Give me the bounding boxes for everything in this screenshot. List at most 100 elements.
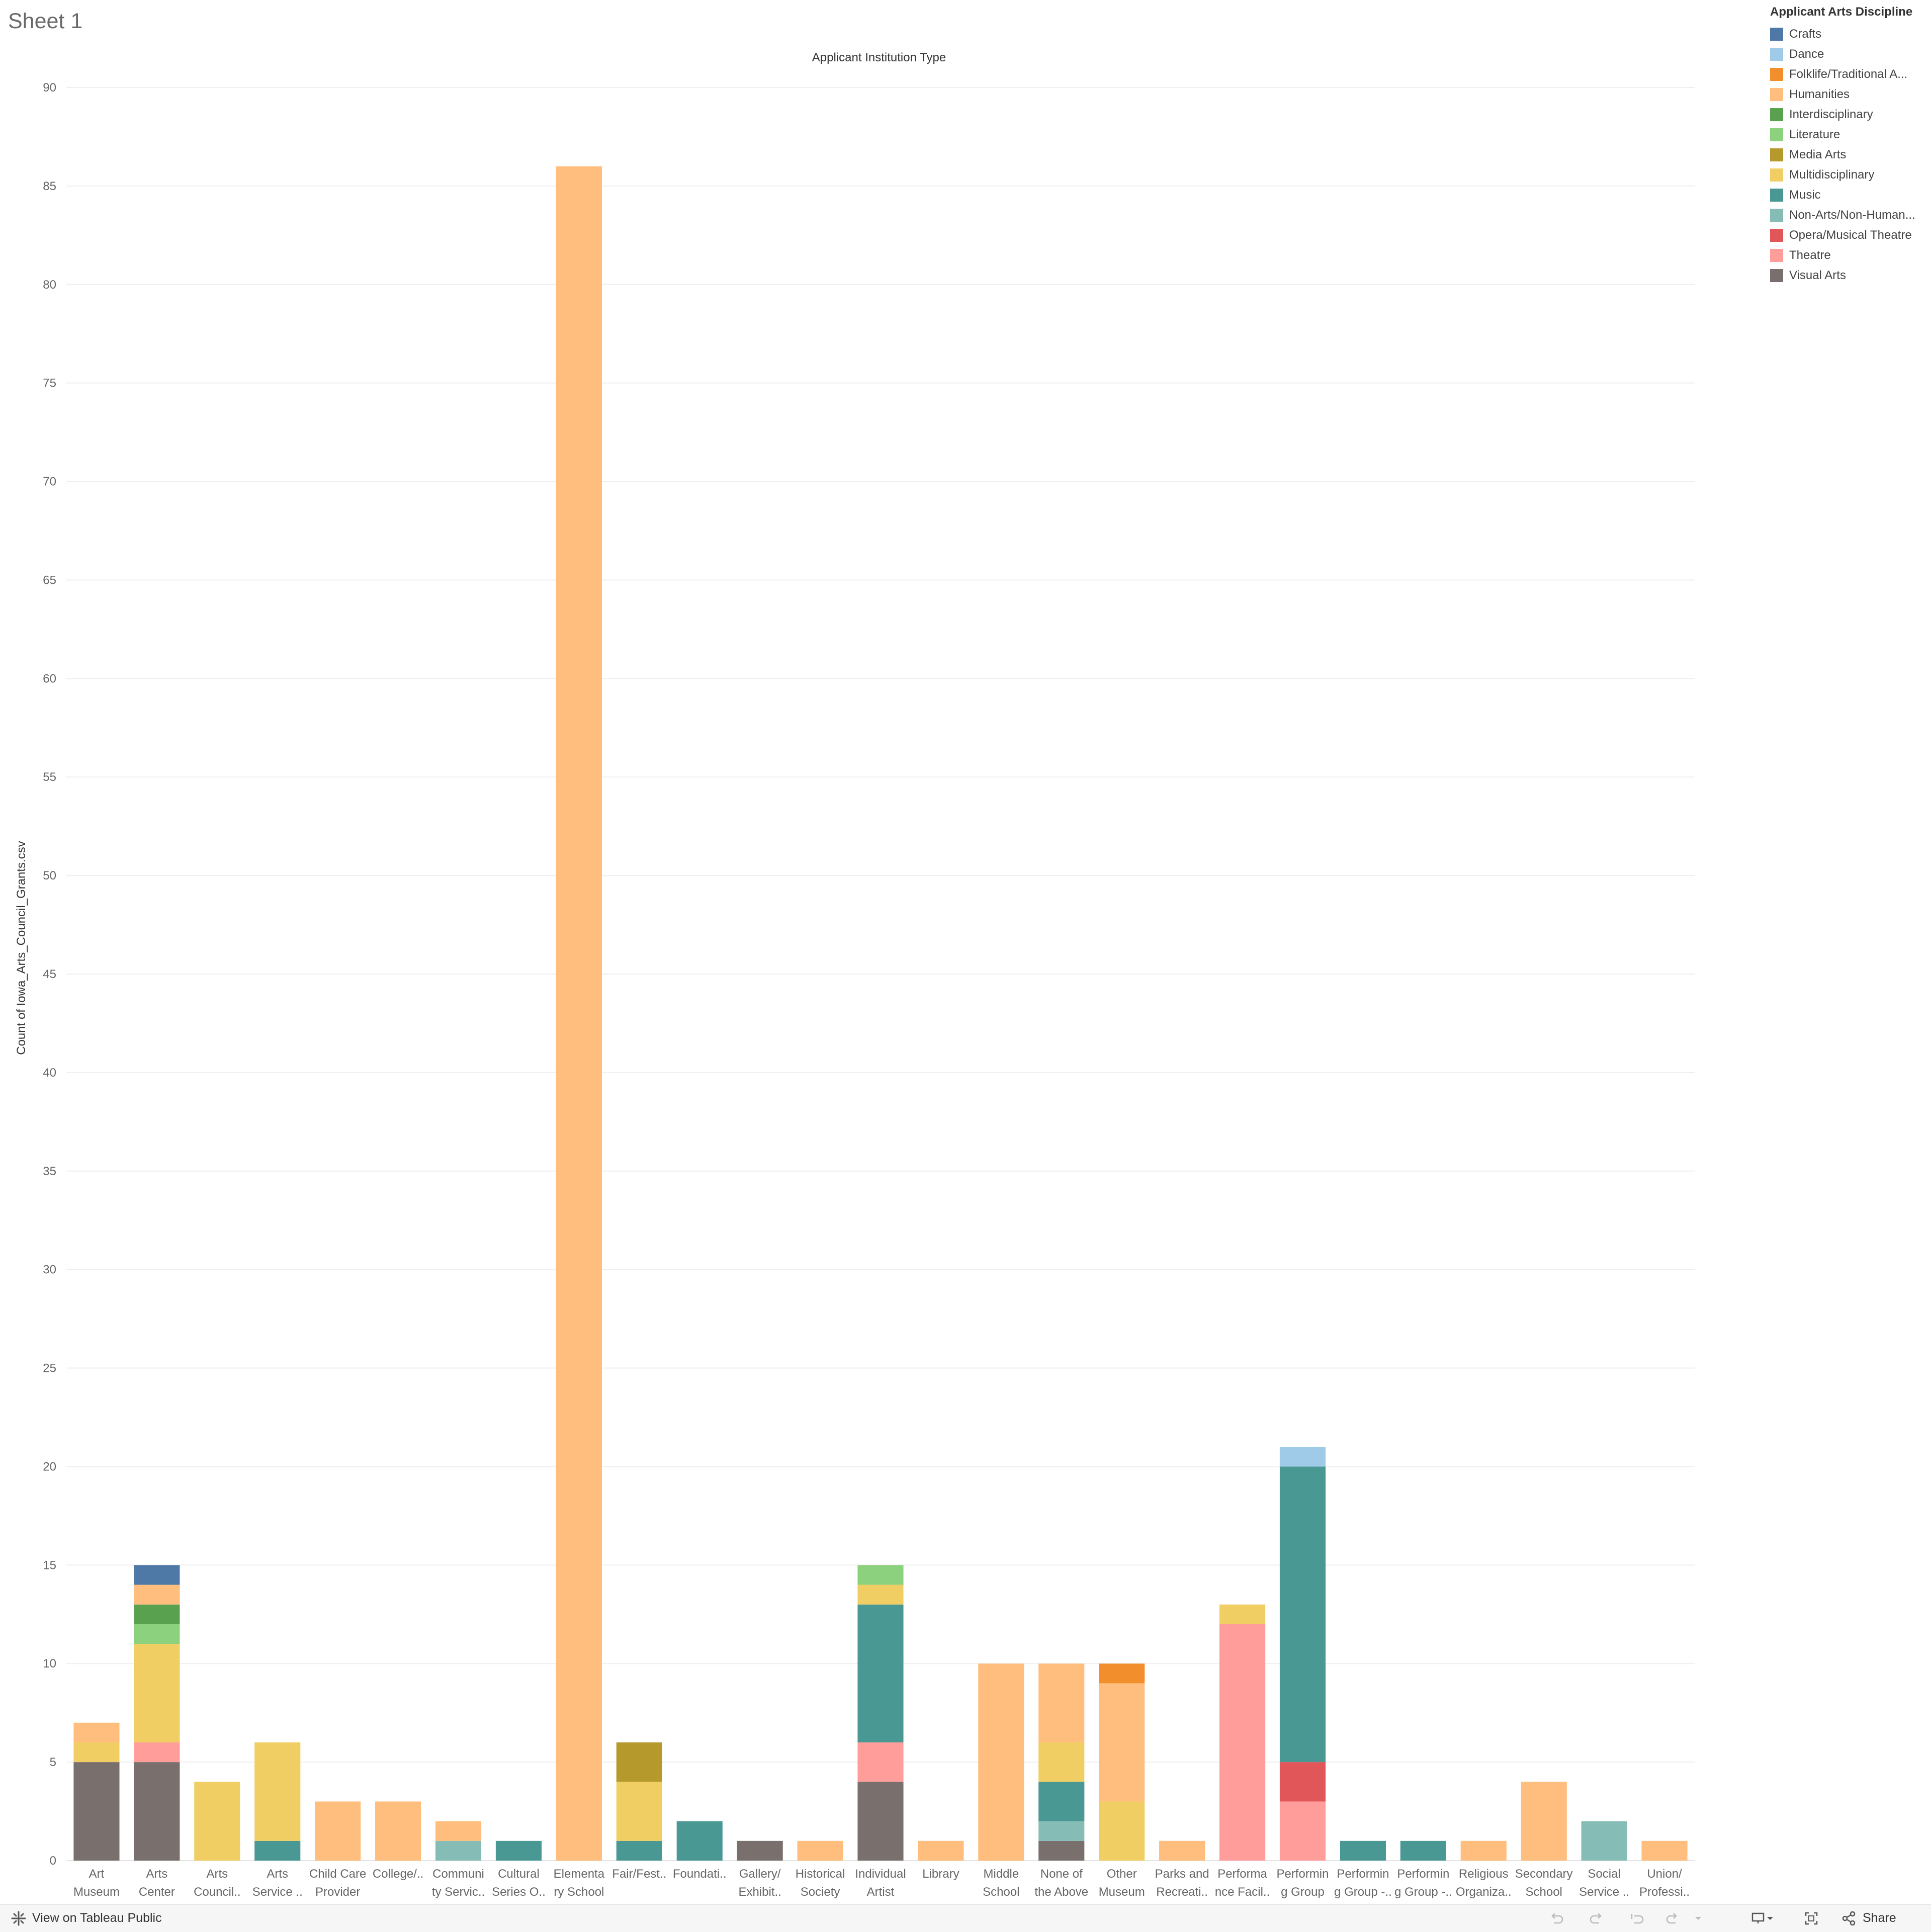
bar-segment[interactable]	[857, 1604, 904, 1742]
bar-segment[interactable]	[1038, 1663, 1085, 1742]
bar-segment[interactable]	[1581, 1821, 1627, 1861]
y-tick-label: 55	[43, 770, 56, 784]
y-tick-label: 35	[43, 1165, 56, 1178]
redo-icon[interactable]	[1588, 1910, 1605, 1927]
y-tick-label: 40	[43, 1066, 56, 1080]
y-tick-label: 50	[43, 869, 56, 883]
legend-item[interactable]: Non-Arts/Non-Human...	[1770, 205, 1926, 225]
undo-icon[interactable]	[1548, 1910, 1565, 1927]
x-tick-label: Center	[139, 1885, 175, 1899]
bar-segment[interactable]	[556, 166, 602, 1861]
legend-swatch	[1770, 48, 1783, 61]
bar-segment[interactable]	[375, 1801, 421, 1861]
x-tick-label: School	[983, 1885, 1019, 1899]
legend-item[interactable]: Multidisciplinary	[1770, 165, 1926, 185]
legend-swatch	[1770, 128, 1783, 141]
bar-segment[interactable]	[134, 1742, 180, 1763]
fullscreen-icon[interactable]	[1803, 1910, 1820, 1927]
legend-item[interactable]: Humanities	[1770, 84, 1926, 105]
bar-segment[interactable]	[73, 1742, 120, 1763]
bar-segment[interactable]	[1460, 1840, 1507, 1861]
bar-segment[interactable]	[1279, 1447, 1326, 1467]
refresh-icon[interactable]	[1664, 1910, 1682, 1927]
bar-segment[interactable]	[1521, 1782, 1567, 1861]
legend-item[interactable]: Visual Arts	[1770, 266, 1926, 286]
share-icon[interactable]	[1840, 1910, 1858, 1927]
bar-segment[interactable]	[737, 1840, 783, 1861]
share-button[interactable]: Share	[1863, 1911, 1896, 1925]
x-tick-label: Foundati..	[673, 1867, 727, 1881]
legend-label: Multidisciplinary	[1789, 168, 1875, 182]
legend-swatch	[1770, 229, 1783, 242]
x-tick-label: g Group -..	[1334, 1885, 1392, 1899]
bar-segment[interactable]	[1279, 1466, 1326, 1763]
x-tick-label: Performa	[1217, 1867, 1267, 1881]
bar-segment[interactable]	[1099, 1663, 1145, 1684]
bar-segment[interactable]	[1038, 1840, 1085, 1861]
bar-segment[interactable]	[616, 1742, 662, 1782]
bar-segment[interactable]	[134, 1624, 180, 1644]
bar-segment[interactable]	[616, 1840, 662, 1861]
legend-item[interactable]: Dance	[1770, 44, 1926, 64]
bar-segment[interactable]	[918, 1840, 964, 1861]
bar-segment[interactable]	[857, 1585, 904, 1605]
bar-segment[interactable]	[134, 1565, 180, 1585]
legend-label: Theatre	[1789, 248, 1831, 262]
bar-segment[interactable]	[134, 1644, 180, 1742]
legend-label: Media Arts	[1789, 148, 1847, 161]
x-tick-label: Other	[1107, 1867, 1137, 1881]
bar-segment[interactable]	[1159, 1840, 1205, 1861]
x-tick-label: Individual	[855, 1867, 906, 1881]
bar-segment[interactable]	[435, 1840, 482, 1861]
bar-segment[interactable]	[73, 1722, 120, 1742]
bar-segment[interactable]	[315, 1801, 361, 1861]
bar-segment[interactable]	[1279, 1762, 1326, 1802]
legend-item[interactable]: Crafts	[1770, 24, 1926, 44]
x-tick-label: Historical	[796, 1867, 845, 1881]
legend-item[interactable]: Interdisciplinary	[1770, 105, 1926, 125]
view-on-tableau-link[interactable]: View on Tableau Public	[32, 1911, 162, 1925]
bar-segment[interactable]	[134, 1762, 180, 1861]
bar-segment[interactable]	[1219, 1604, 1266, 1624]
bar-segment[interactable]	[435, 1821, 482, 1841]
bar-segment[interactable]	[978, 1663, 1024, 1861]
bar-segment[interactable]	[134, 1604, 180, 1624]
bar-segment[interactable]	[676, 1821, 723, 1861]
bar-segment[interactable]	[73, 1762, 120, 1861]
bar-segment[interactable]	[616, 1782, 662, 1841]
bar-segment[interactable]	[857, 1565, 904, 1585]
bar-segment[interactable]	[1219, 1624, 1266, 1861]
legend-title: Applicant Arts Discipline	[1770, 5, 1913, 19]
device-dropdown-icon[interactable]	[1765, 1910, 1775, 1927]
device-preview-icon[interactable]	[1750, 1910, 1767, 1927]
legend-item[interactable]: Theatre	[1770, 245, 1926, 266]
legend-item[interactable]: Folklife/Traditional A...	[1770, 64, 1926, 84]
x-tick-label: Parks and	[1155, 1867, 1209, 1881]
bar-segment[interactable]	[1038, 1782, 1085, 1821]
x-tick-label: Art	[89, 1867, 105, 1881]
bar-segment[interactable]	[1279, 1801, 1326, 1861]
bar-segment[interactable]	[857, 1782, 904, 1861]
legend-item[interactable]: Media Arts	[1770, 145, 1926, 165]
bar-segment[interactable]	[254, 1840, 301, 1861]
bar-segment[interactable]	[1099, 1801, 1145, 1861]
legend-item[interactable]: Opera/Musical Theatre	[1770, 225, 1926, 245]
legend-item[interactable]: Music	[1770, 185, 1926, 205]
bar-segment[interactable]	[1641, 1840, 1688, 1861]
revert-icon[interactable]	[1628, 1910, 1645, 1927]
bar-segment[interactable]	[495, 1840, 542, 1861]
bar-segment[interactable]	[857, 1742, 904, 1782]
bar-segment[interactable]	[194, 1782, 240, 1861]
pause-dropdown-icon[interactable]	[1693, 1910, 1704, 1927]
legend-item[interactable]: Literature	[1770, 125, 1926, 145]
bar-segment[interactable]	[1038, 1821, 1085, 1841]
bar-segment[interactable]	[797, 1840, 843, 1861]
bar-segment[interactable]	[254, 1742, 301, 1841]
bar-segment[interactable]	[134, 1585, 180, 1605]
x-tick-label: Service ..	[252, 1885, 303, 1899]
bar-segment[interactable]	[1400, 1840, 1446, 1861]
stacked-bar-chart: 0 5 10 15 20 25 30 35 40 45 50 55 60 65 70 75 80 85 90 Art…	[15, 51, 1695, 1899]
bar-segment[interactable]	[1099, 1683, 1145, 1802]
bar-segment[interactable]	[1038, 1742, 1085, 1782]
bar-segment[interactable]	[1340, 1840, 1386, 1861]
